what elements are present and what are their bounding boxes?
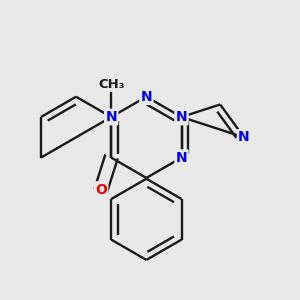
Text: N: N [176,151,187,165]
Text: CH₃: CH₃ [98,78,124,91]
Text: N: N [176,110,187,124]
Text: N: N [105,110,117,124]
Text: N: N [141,90,152,104]
Text: N: N [238,130,250,144]
Text: O: O [95,182,107,197]
